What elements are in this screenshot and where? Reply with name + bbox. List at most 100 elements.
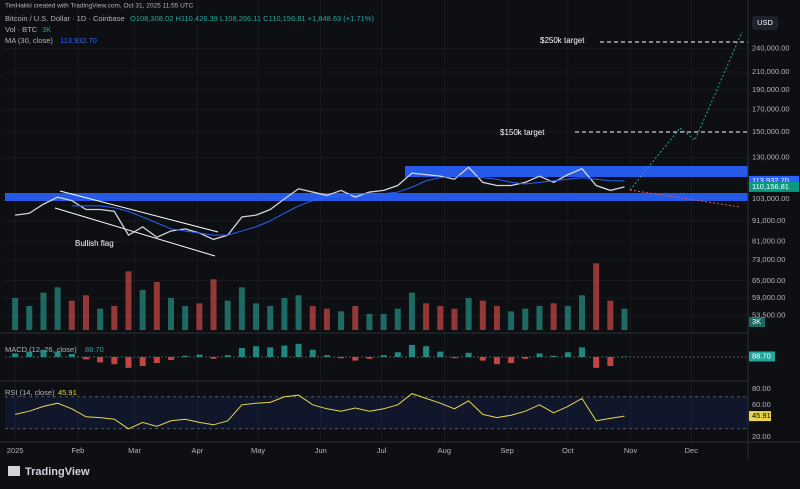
volume-bar bbox=[437, 306, 444, 330]
volume-bar bbox=[295, 295, 302, 330]
macd-bar bbox=[479, 357, 486, 361]
macd-bar bbox=[366, 357, 373, 359]
volume-bar bbox=[281, 298, 288, 330]
macd-bar bbox=[224, 355, 231, 357]
macd-bar bbox=[323, 355, 330, 357]
macd-bar bbox=[82, 357, 89, 360]
currency-label: USD bbox=[757, 18, 773, 27]
macd-bar bbox=[550, 355, 557, 357]
volume-bar bbox=[550, 303, 557, 330]
rsi-value: 45.91 bbox=[58, 388, 77, 397]
price-tag-label: 110,156.81 bbox=[752, 182, 789, 191]
macd-bar bbox=[309, 349, 316, 357]
volume-bar bbox=[210, 279, 217, 330]
volume-bar bbox=[522, 308, 529, 330]
macd-bar bbox=[196, 354, 203, 357]
y-tick-label: 130,000.00 bbox=[752, 152, 790, 161]
volume-bar bbox=[238, 287, 245, 330]
volume-bar bbox=[465, 298, 472, 330]
macd-bar bbox=[12, 353, 19, 357]
x-tick-label: Aug bbox=[438, 446, 451, 455]
volume-bar bbox=[309, 306, 316, 330]
y-tick-label: 73,000.00 bbox=[752, 255, 785, 264]
volume-bar bbox=[54, 287, 61, 330]
y-tick-label: 170,000.00 bbox=[752, 105, 790, 114]
macd-bar bbox=[125, 357, 132, 368]
x-tick-label: Nov bbox=[624, 446, 638, 455]
macd-bar bbox=[493, 357, 500, 365]
macd-value: 88.70 bbox=[85, 345, 104, 354]
macd-bar bbox=[508, 357, 515, 363]
volume-bar bbox=[196, 303, 203, 330]
x-tick-label: Oct bbox=[562, 446, 575, 455]
y-tick-label: 81,000.00 bbox=[752, 237, 785, 246]
series-line bbox=[15, 393, 625, 430]
volume-bar bbox=[508, 311, 515, 330]
volume-bar bbox=[451, 308, 458, 330]
macd-bar bbox=[408, 345, 415, 357]
macd-bar bbox=[564, 352, 571, 357]
y-tick-label: 65,000.00 bbox=[752, 276, 785, 285]
y-tick-label: 103,000.00 bbox=[752, 194, 790, 203]
volume-bar bbox=[338, 311, 345, 330]
macd-bar bbox=[593, 357, 600, 368]
rsi-title: RSI (14, close) bbox=[5, 388, 55, 397]
volume-bar bbox=[578, 295, 585, 330]
x-tick-label: Feb bbox=[71, 446, 84, 455]
macd-bar bbox=[578, 347, 585, 357]
macd-bar bbox=[621, 356, 628, 357]
y-tick-label: 80.00 bbox=[752, 384, 771, 393]
ma-legend-label: MA (30, close) bbox=[5, 36, 53, 45]
macd-bar bbox=[380, 355, 387, 357]
volume-bar bbox=[182, 306, 189, 330]
volume-bar bbox=[621, 308, 628, 330]
macd-bar bbox=[522, 357, 529, 359]
price-tag bbox=[749, 175, 799, 186]
logo: TradingView bbox=[25, 466, 90, 478]
x-tick-label: Dec bbox=[685, 446, 699, 455]
y-tick-label: 150,000.00 bbox=[752, 127, 790, 136]
plot-layer bbox=[5, 31, 748, 330]
volume-bar bbox=[423, 303, 430, 330]
macd-bar bbox=[40, 349, 47, 357]
macd-bar bbox=[238, 348, 245, 357]
volume-bar bbox=[352, 306, 359, 330]
macd-bar bbox=[338, 357, 345, 359]
macd-bar bbox=[465, 352, 472, 357]
volume-bar bbox=[394, 308, 401, 330]
volume-bar bbox=[153, 282, 160, 330]
volume-bar bbox=[82, 295, 89, 330]
volume-bar bbox=[168, 298, 175, 330]
x-tick-label: 2025 bbox=[7, 446, 24, 455]
volume-bar bbox=[267, 306, 274, 330]
x-tick-label: Apr bbox=[191, 446, 203, 455]
volume-bar bbox=[26, 306, 33, 330]
x-tick-label: Jun bbox=[315, 446, 327, 455]
macd-bar bbox=[111, 357, 118, 365]
macd-tag bbox=[749, 351, 775, 362]
macd-bar bbox=[295, 343, 302, 357]
volume-tick-label: 3K bbox=[752, 317, 761, 326]
x-tick-label: May bbox=[251, 446, 265, 455]
bear-projection bbox=[629, 189, 741, 208]
price-tag-label: 113,932.70 bbox=[752, 176, 789, 185]
macd-bar bbox=[536, 353, 543, 357]
x-tick-label: Mar bbox=[128, 446, 141, 455]
y-tick-label: 20.00 bbox=[752, 432, 771, 441]
volume-bar bbox=[380, 314, 387, 330]
currency-button[interactable] bbox=[752, 16, 778, 30]
macd-bar bbox=[451, 357, 458, 359]
y-tick-label: 190,000.00 bbox=[752, 85, 790, 94]
macd-bar bbox=[267, 347, 274, 357]
volume-bar bbox=[111, 306, 118, 330]
macd-bar bbox=[168, 357, 175, 360]
macd-bar bbox=[352, 357, 359, 361]
volume-bar bbox=[97, 308, 104, 330]
volume-bar bbox=[323, 308, 330, 330]
volume-bar bbox=[607, 300, 614, 330]
macd-bar bbox=[437, 351, 444, 357]
macd-bar bbox=[607, 357, 614, 366]
macd-bar bbox=[423, 346, 430, 357]
volume-bar bbox=[224, 300, 231, 330]
